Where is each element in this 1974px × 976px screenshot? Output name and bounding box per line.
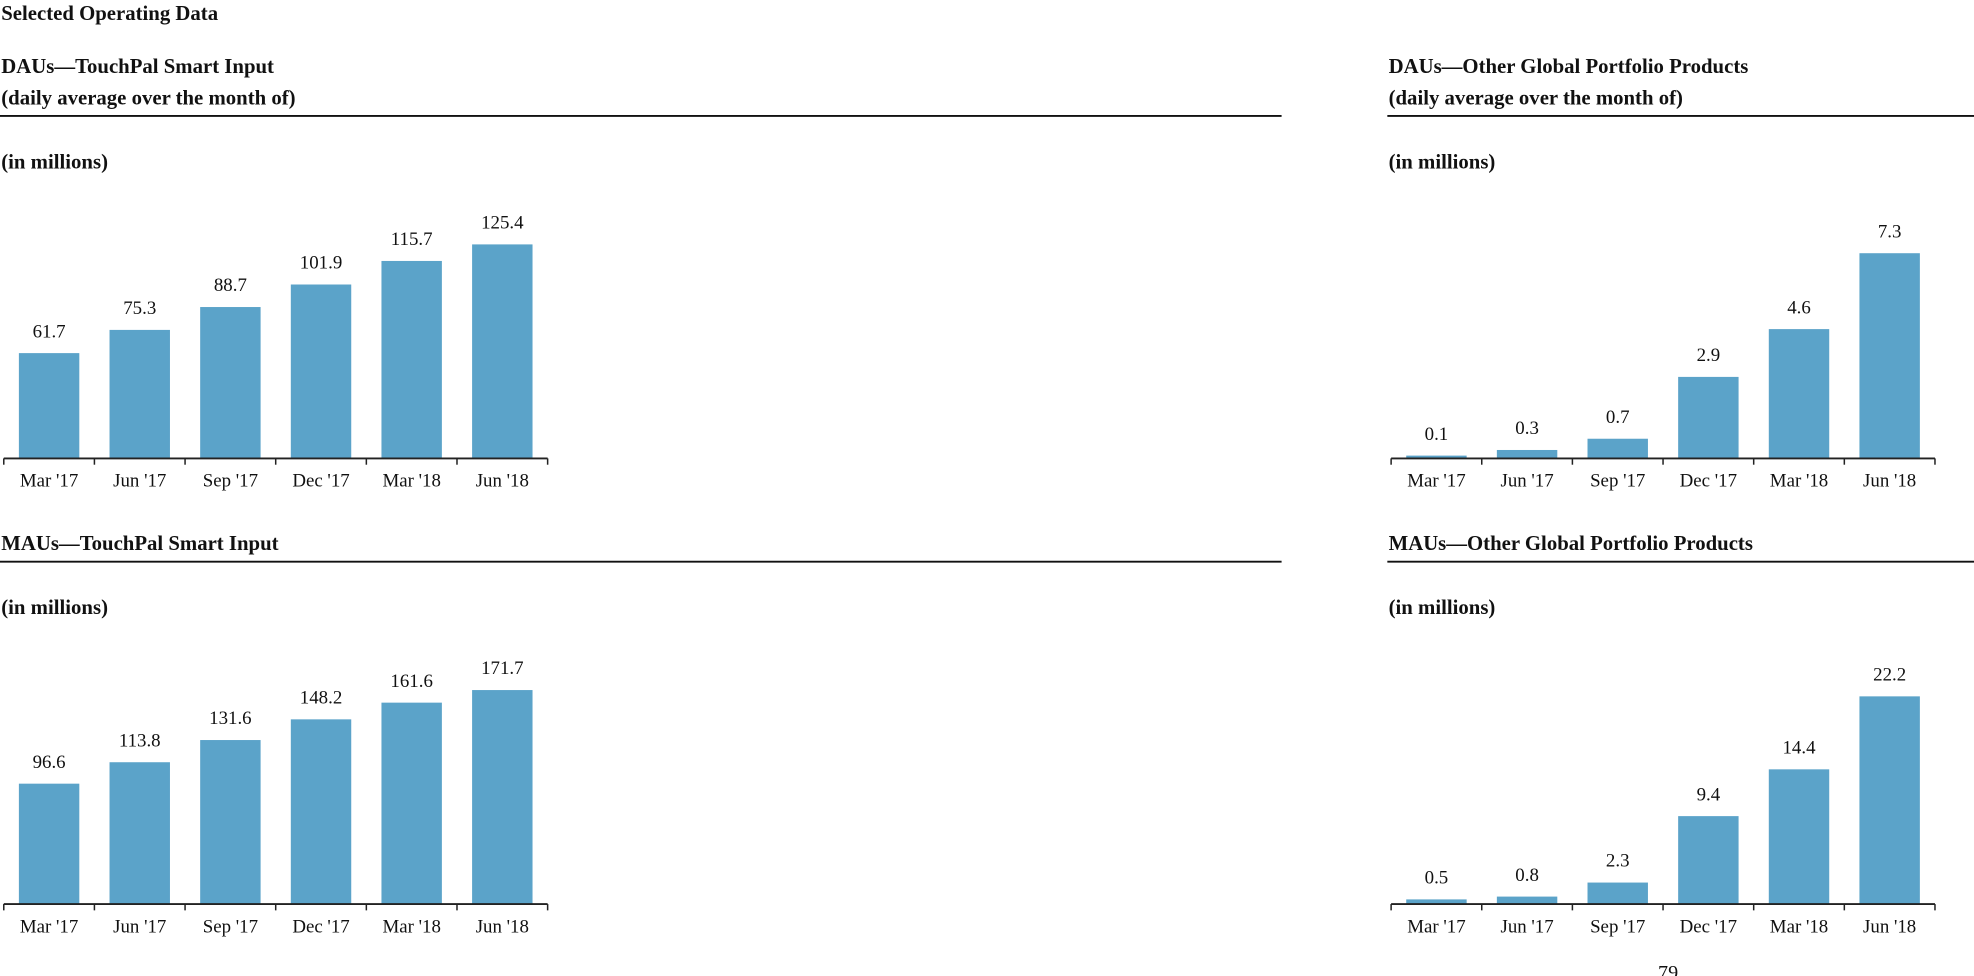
bar	[381, 260, 442, 459]
x-tick-label: Jun '17	[1500, 916, 1553, 937]
value-label: 4.6	[1787, 297, 1811, 318]
bar	[1768, 769, 1830, 905]
bar	[1406, 899, 1467, 905]
bar	[1587, 438, 1648, 459]
value-label: 101.9	[300, 253, 342, 274]
value-label: 0.7	[1606, 407, 1630, 428]
value-label: 75.3	[123, 298, 156, 319]
bar	[200, 740, 261, 905]
x-tick-label: Mar '18	[382, 471, 440, 492]
value-label: 14.4	[1782, 738, 1816, 759]
chart-subtitle: (daily average over the month of)	[1, 86, 295, 109]
x-tick-label: Mar '18	[1770, 471, 1828, 492]
x-tick-label: Dec '17	[1680, 471, 1737, 492]
bar	[200, 307, 261, 459]
x-tick-label: Mar '17	[1407, 471, 1465, 492]
bar	[472, 690, 533, 905]
chart-subtitle: (daily average over the month of)	[1389, 86, 1683, 109]
x-tick-label: Jun '18	[476, 916, 529, 937]
value-label: 9.4	[1697, 784, 1721, 805]
bar	[1678, 816, 1739, 905]
value-label: 7.3	[1878, 221, 1902, 242]
x-tick-label: Mar '17	[20, 471, 78, 492]
value-label: 2.9	[1697, 345, 1721, 366]
x-tick-label: Sep '17	[203, 916, 258, 937]
chart-title: MAUs—Other Global Portfolio Products	[1389, 532, 1753, 555]
x-tick-label: Jun '18	[476, 471, 529, 492]
chart-title: MAUs—TouchPal Smart Input	[1, 532, 278, 555]
value-label: 2.3	[1606, 851, 1630, 872]
x-tick-label: Jun '18	[1863, 471, 1916, 492]
bar	[1496, 896, 1558, 905]
value-label: 61.7	[33, 321, 66, 342]
x-tick-label: Jun '17	[113, 471, 166, 492]
value-label: 0.8	[1515, 865, 1539, 886]
unit-label: (in millions)	[1, 151, 108, 174]
value-label: 88.7	[214, 275, 247, 296]
bar	[290, 719, 352, 905]
x-tick-label: Sep '17	[203, 471, 258, 492]
x-tick-label: Dec '17	[292, 471, 349, 492]
bar	[1678, 376, 1739, 459]
value-label: 171.7	[481, 658, 523, 679]
bar	[1768, 329, 1830, 459]
value-label: 148.2	[300, 688, 342, 709]
bar	[1859, 696, 1920, 905]
chart-title: DAUs—Other Global Portfolio Products	[1389, 55, 1749, 78]
bar	[290, 284, 352, 459]
page-number: 79	[1658, 962, 1678, 976]
bar	[109, 329, 170, 459]
x-tick-label: Sep '17	[1590, 471, 1645, 492]
bar	[472, 244, 533, 459]
value-label: 0.5	[1425, 868, 1449, 889]
value-label: 115.7	[391, 229, 433, 250]
bar	[18, 783, 80, 905]
x-tick-label: Mar '17	[1407, 916, 1465, 937]
chart-title: DAUs—TouchPal Smart Input	[1, 55, 274, 78]
value-label: 0.3	[1515, 418, 1539, 439]
x-tick-label: Sep '17	[1590, 916, 1645, 937]
unit-label: (in millions)	[1389, 151, 1496, 174]
bar	[381, 702, 442, 905]
x-tick-label: Jun '17	[1500, 471, 1553, 492]
unit-label: (in millions)	[1, 596, 108, 619]
page-title: Selected Operating Data	[1, 2, 218, 25]
bar	[109, 762, 170, 905]
value-label: 161.6	[390, 671, 432, 692]
x-tick-label: Dec '17	[1680, 916, 1737, 937]
value-label: 131.6	[209, 708, 251, 729]
x-tick-label: Mar '17	[20, 916, 78, 937]
bar	[1587, 882, 1648, 905]
bar	[1406, 455, 1467, 459]
x-tick-label: Dec '17	[292, 916, 349, 937]
bar	[18, 353, 80, 459]
x-tick-label: Mar '18	[1770, 916, 1828, 937]
value-label: 113.8	[119, 730, 161, 751]
value-label: 96.6	[33, 752, 66, 773]
value-label: 0.1	[1425, 424, 1449, 445]
bar	[1859, 253, 1920, 459]
value-label: 22.2	[1873, 665, 1906, 686]
x-tick-label: Jun '17	[113, 916, 166, 937]
value-label: 125.4	[481, 213, 524, 234]
x-tick-label: Jun '18	[1863, 916, 1916, 937]
bar	[1496, 449, 1558, 459]
x-tick-label: Mar '18	[382, 916, 440, 937]
unit-label: (in millions)	[1389, 596, 1496, 619]
